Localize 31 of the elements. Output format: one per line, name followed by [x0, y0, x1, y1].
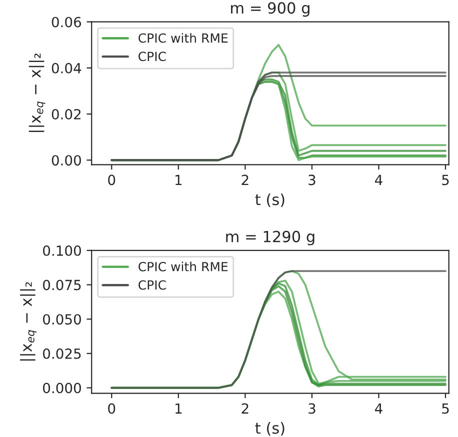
legend-label: CPIC with RME [138, 262, 228, 272]
x-axis-title: t (s) [255, 193, 284, 208]
x-tick-label: 1 [176, 174, 182, 185]
x-tick-label: 0 [108, 174, 116, 186]
chart-title: m = 900 g [231, 2, 310, 17]
y-axis-title: ||x$_{eq}$ − x||₂ [28, 54, 46, 132]
y-tick-label: 0.050 [43, 314, 81, 325]
legend-label: CPIC [138, 52, 166, 62]
x-tick-label: 2 [242, 174, 248, 185]
x-tick-label: 0 [108, 403, 116, 414]
y-tick-label: 0.000 [43, 382, 81, 394]
y-tick-label: 0.06 [52, 16, 82, 28]
legend-label: CPIC [138, 280, 166, 290]
x-tick-label: 5 [442, 174, 449, 186]
x-tick-label: 2 [242, 403, 248, 414]
x-tick-label: 4 [374, 174, 382, 185]
x-tick-label: 1 [176, 403, 182, 414]
y-tick-label: 0.075 [43, 280, 81, 290]
x-tick-label: 5 [442, 403, 449, 414]
y-tick-label: 0.025 [43, 348, 81, 359]
x-tick-label: 3 [308, 403, 316, 414]
legend-label: CPIC with RME [138, 33, 228, 43]
y-tick-label: 0.100 [43, 245, 81, 256]
y-tick-label: 0.00 [52, 155, 81, 166]
y-tick-label: 0.04 [52, 62, 82, 74]
x-axis-title: t (s) [255, 422, 284, 436]
x-tick-label: 3 [308, 174, 316, 186]
x-tick-label: 4 [374, 403, 382, 414]
chart-title: m = 1290 g [226, 230, 314, 246]
y-axis-title: ||x$_{eq}$ − x||₂ [20, 282, 36, 361]
y-tick-label: 0.02 [52, 108, 80, 120]
